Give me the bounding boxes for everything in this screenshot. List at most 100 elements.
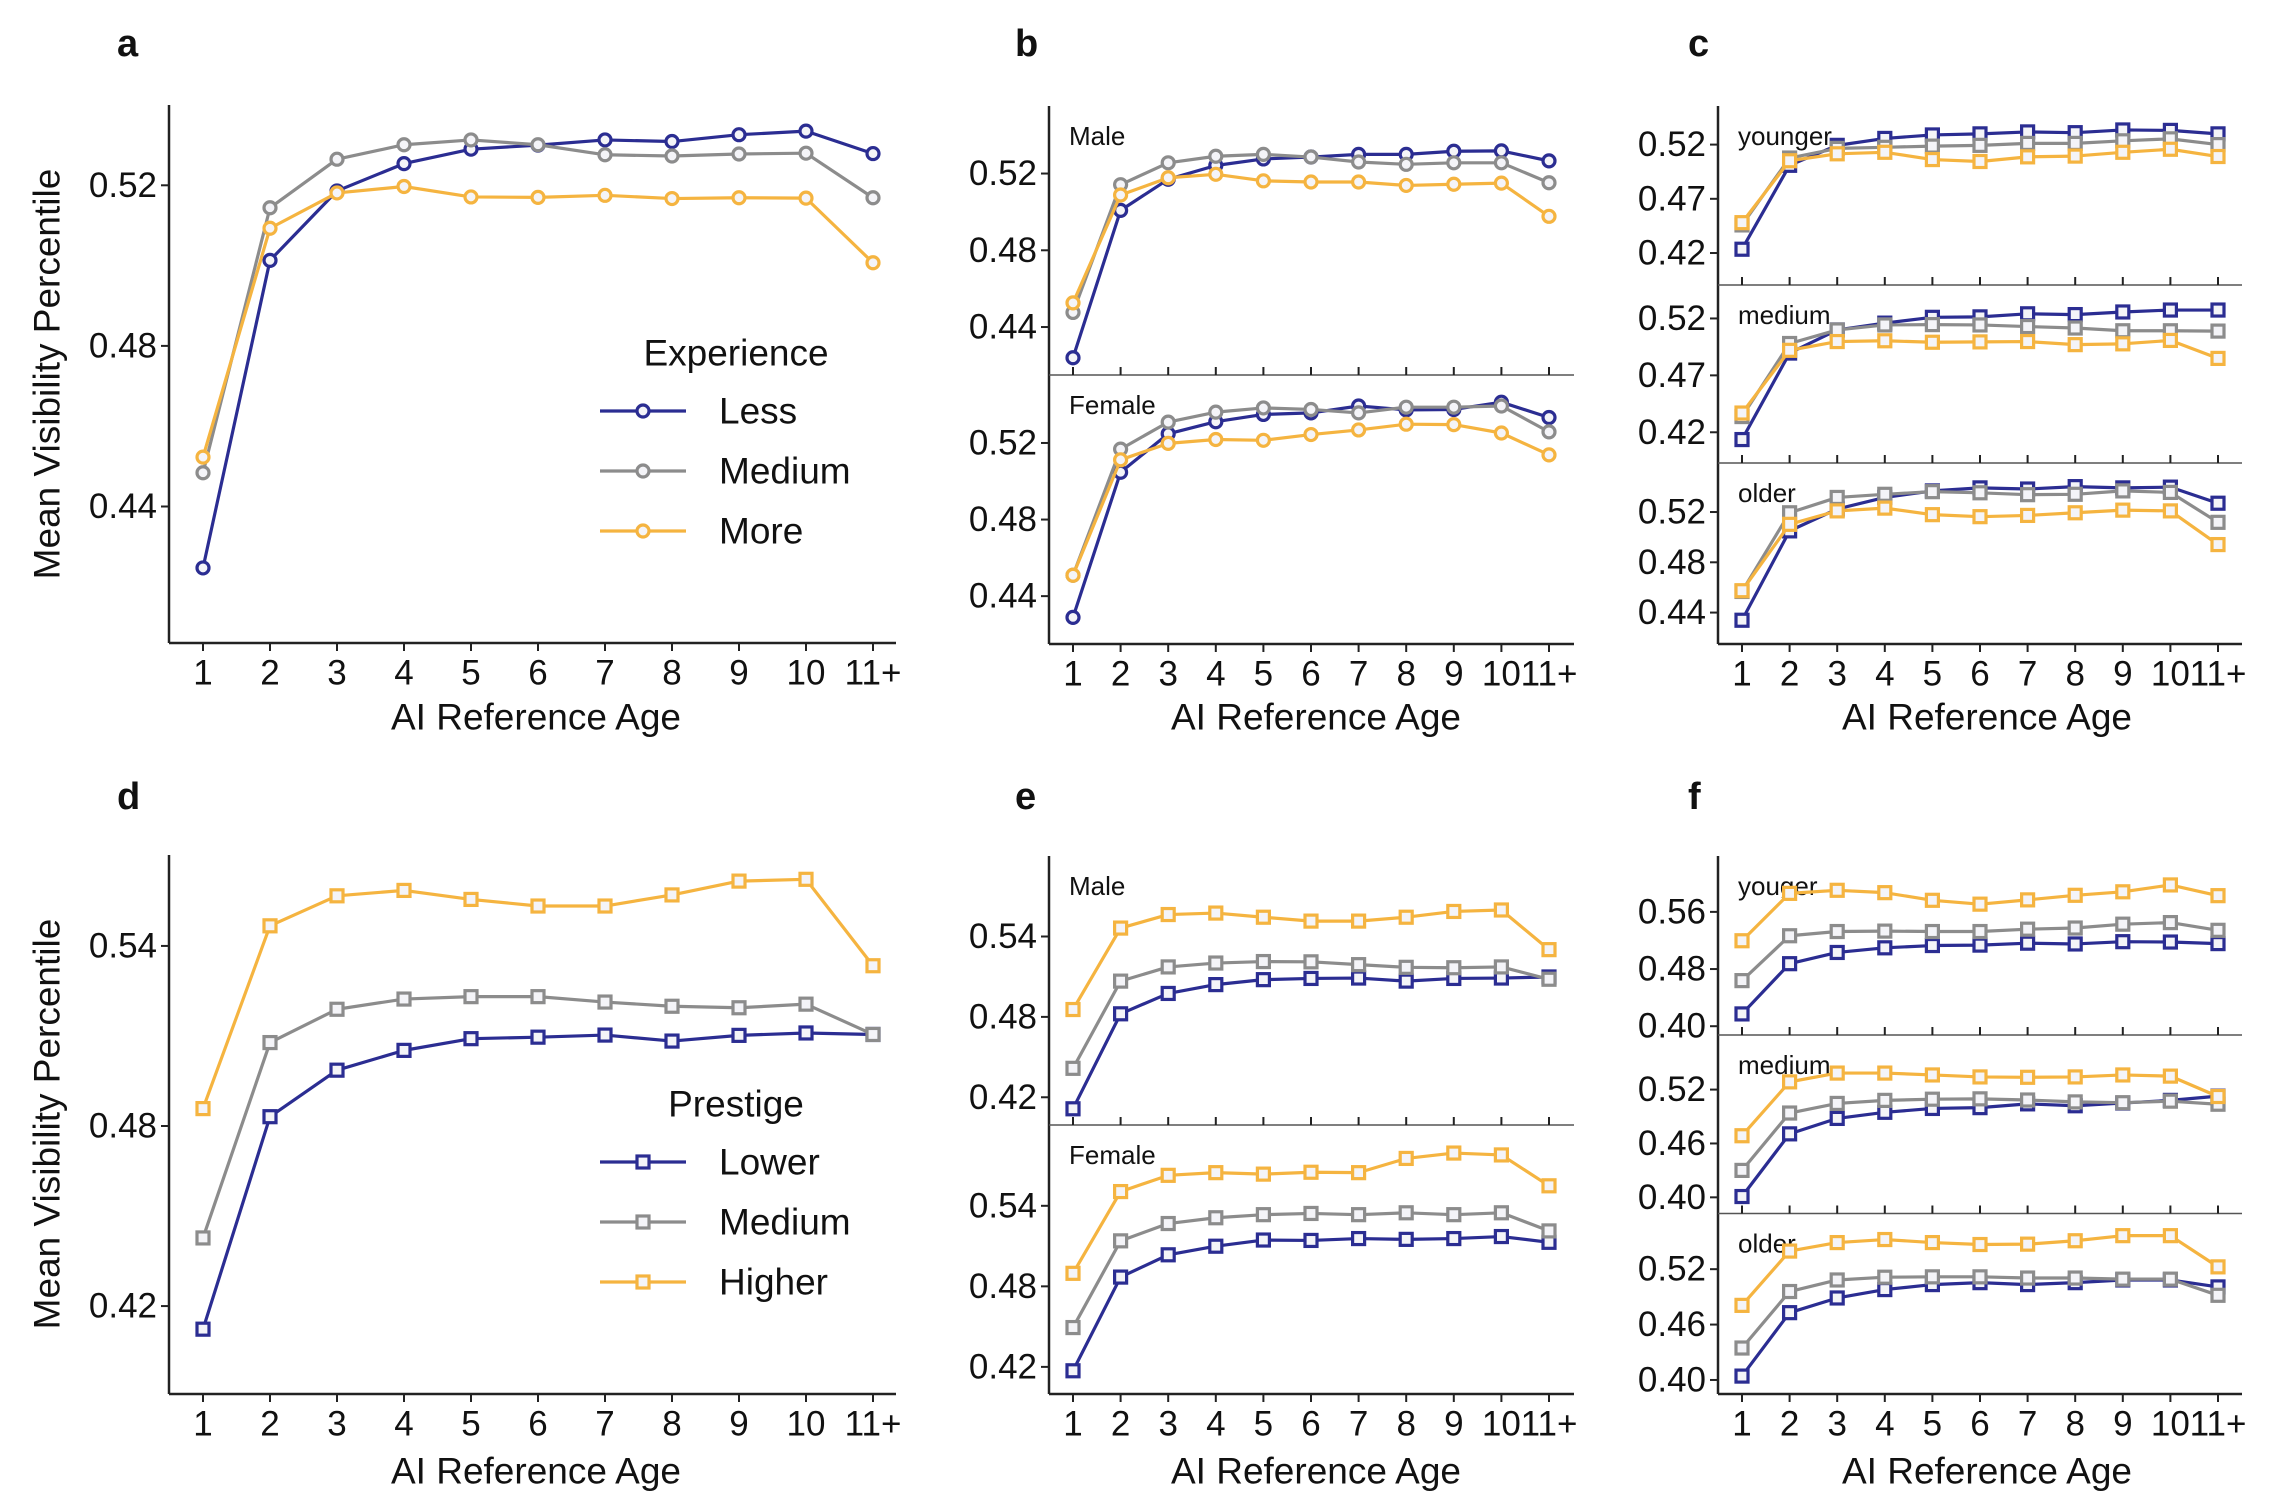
x-tick-label: 5	[1923, 655, 1942, 694]
series-higher	[1734, 141, 2226, 231]
data-point	[1446, 1145, 1462, 1161]
data-point	[1972, 1069, 1988, 1085]
data-point	[1065, 567, 1081, 583]
series-line	[1071, 1234, 1550, 1372]
x-tick-label: 2	[260, 654, 279, 693]
subplot-label: Male	[1069, 871, 1125, 901]
y-tick-label: 0.54	[89, 926, 157, 965]
data-point	[1972, 334, 1988, 350]
y-tick-label: 0.54	[969, 917, 1037, 956]
series-medium	[1065, 146, 1557, 321]
series-lower	[1734, 1272, 2226, 1384]
data-point	[1398, 959, 1414, 975]
data-point	[195, 1321, 211, 1337]
data-point	[1350, 422, 1367, 438]
data-point	[2115, 934, 2131, 950]
y-tick-label: 0.44	[89, 487, 157, 526]
y-tick-label: 0.40	[1638, 1007, 1706, 1046]
data-point	[1877, 317, 1893, 333]
data-point	[2019, 921, 2036, 937]
subplot-older: 0.44 0.48 0.52 older	[1638, 478, 2242, 652]
series-higher	[1065, 1145, 1557, 1281]
data-point	[1541, 942, 1557, 958]
data-point	[597, 994, 613, 1010]
series-higher	[1734, 877, 2226, 949]
legend-label: Lower	[719, 1142, 820, 1183]
data-point	[262, 220, 278, 236]
data-point	[195, 1100, 211, 1117]
data-point	[1972, 137, 1988, 153]
data-point	[1446, 155, 1462, 171]
data-point	[1734, 1368, 1750, 1384]
data-point	[2067, 135, 2083, 152]
data-point	[1303, 426, 1319, 443]
data-point	[1924, 484, 1941, 500]
y-tick-label: 0.48	[969, 500, 1037, 539]
subplot-label: medium	[1738, 300, 1830, 330]
data-point	[2019, 892, 2036, 908]
data-point	[1829, 923, 1845, 940]
x-tick-label: 5	[461, 654, 480, 693]
legend-label: More	[719, 511, 803, 552]
x-tick-label: 6	[528, 1405, 547, 1444]
data-point	[798, 123, 814, 139]
data-point	[1541, 153, 1557, 169]
data-point	[2210, 302, 2226, 318]
data-point	[1160, 155, 1176, 171]
data-point	[530, 137, 546, 153]
series-medium	[195, 989, 881, 1246]
series-medium	[1065, 398, 1557, 583]
panel-d: d 0.42 0.48 0.54 1 2 3 4 5 6 7 8 9 10 11+ AI Reference …	[27, 776, 902, 1492]
data-point	[2162, 1093, 2178, 1109]
legend: Experience Less Medium More	[600, 333, 851, 552]
data-point	[2162, 1068, 2178, 1084]
subplot-medium: 0.42 0.47 0.52 medium	[1638, 299, 2242, 464]
legend-entry: Medium	[600, 451, 851, 492]
x-axis-title: AI Reference Age	[1842, 1451, 2132, 1492]
data-point	[1350, 970, 1367, 986]
data-point	[1112, 1269, 1129, 1285]
x-tick-label: 7	[595, 1405, 614, 1444]
data-point	[1734, 405, 1750, 421]
data-point	[1972, 153, 1988, 170]
data-point	[1112, 1183, 1129, 1200]
x-tick-label: 1	[193, 654, 212, 693]
y-tick-label: 0.52	[1638, 299, 1706, 338]
data-point	[1208, 148, 1224, 164]
data-point	[1924, 1269, 1941, 1285]
x-tick-label: 5	[461, 1405, 480, 1444]
x-axis-title: AI Reference Age	[1171, 1451, 1461, 1492]
data-point	[1541, 409, 1557, 426]
data-point	[2115, 144, 2131, 160]
data-point	[1541, 424, 1557, 440]
legend-label: Medium	[719, 1202, 851, 1243]
data-point	[1255, 432, 1272, 448]
legend-entry: More	[600, 511, 803, 552]
x-tick-label: 7	[2018, 1405, 2037, 1444]
data-point	[1303, 1232, 1319, 1249]
data-point	[2019, 306, 2036, 322]
data-point	[865, 255, 881, 271]
data-point	[2210, 1088, 2226, 1105]
data-point	[865, 1026, 881, 1043]
x-tick-label: 5	[1254, 1405, 1273, 1444]
data-point	[2067, 1069, 2083, 1085]
x-tick-label: 7	[595, 654, 614, 693]
legend-title: Prestige	[668, 1084, 804, 1125]
data-point	[731, 1027, 747, 1043]
series-lower	[1734, 1088, 2226, 1205]
data-point	[1350, 154, 1367, 170]
data-point	[396, 882, 412, 899]
x-tick-label: 1	[1732, 1405, 1751, 1444]
data-point	[597, 898, 613, 914]
data-point	[1398, 156, 1414, 172]
data-point	[1303, 1164, 1319, 1180]
data-point	[731, 146, 747, 162]
y-tick-label: 0.47	[1638, 356, 1706, 395]
x-tick-label: 4	[394, 1405, 413, 1444]
data-point	[1781, 1126, 1798, 1142]
data-point	[1829, 1110, 1845, 1127]
series-lower	[1065, 1228, 1557, 1379]
data-point	[1398, 1150, 1414, 1167]
data-point	[195, 449, 211, 465]
